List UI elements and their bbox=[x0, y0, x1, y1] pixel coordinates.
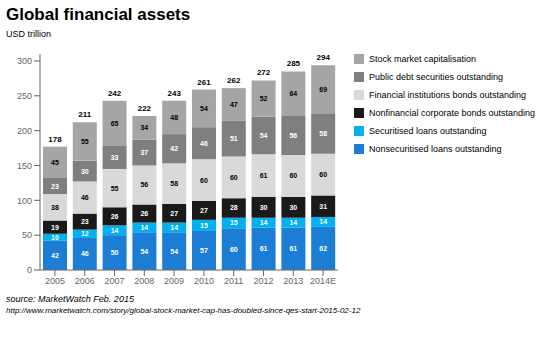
svg-text:14: 14 bbox=[111, 227, 119, 234]
svg-text:14: 14 bbox=[319, 218, 327, 225]
svg-text:30: 30 bbox=[260, 204, 268, 211]
svg-text:211: 211 bbox=[78, 110, 91, 119]
html-text:Global financial assets: Global financial assets bbox=[6, 5, 191, 24]
svg-text:54: 54 bbox=[140, 248, 148, 255]
svg-text:14: 14 bbox=[260, 219, 268, 226]
html-text:Public debt securities outstan: Public debt securities outstanding bbox=[369, 72, 504, 82]
svg-text:34: 34 bbox=[140, 124, 148, 131]
svg-text:2007: 2007 bbox=[104, 276, 124, 286]
svg-text:45: 45 bbox=[51, 159, 59, 166]
html-text:Nonfinancial corporate bonds o: Nonfinancial corporate bonds outstanding bbox=[369, 108, 536, 118]
svg-text:60: 60 bbox=[289, 172, 297, 179]
svg-text:61: 61 bbox=[260, 245, 268, 252]
html-text:Financial institutions bonds o: Financial institutions bonds outstanding bbox=[369, 90, 527, 100]
svg-text:2012: 2012 bbox=[253, 276, 273, 286]
svg-text:0: 0 bbox=[27, 265, 32, 275]
svg-text:65: 65 bbox=[111, 120, 119, 127]
svg-text:150: 150 bbox=[17, 161, 32, 171]
svg-text:55: 55 bbox=[111, 185, 119, 192]
svg-text:28: 28 bbox=[230, 204, 238, 211]
svg-text:14: 14 bbox=[170, 224, 178, 231]
svg-text:69: 69 bbox=[319, 86, 327, 93]
svg-text:46: 46 bbox=[81, 194, 89, 201]
html-text:source: MarketWatch Feb. 2015: source: MarketWatch Feb. 2015 bbox=[6, 294, 134, 304]
svg-text:14: 14 bbox=[140, 224, 148, 231]
svg-text:2014E: 2014E bbox=[310, 276, 336, 286]
svg-text:55: 55 bbox=[81, 138, 89, 145]
svg-text:42: 42 bbox=[170, 145, 178, 152]
svg-text:14: 14 bbox=[289, 219, 297, 226]
svg-text:58: 58 bbox=[319, 130, 327, 137]
svg-text:27: 27 bbox=[200, 207, 208, 214]
svg-text:2006: 2006 bbox=[75, 276, 95, 286]
svg-text:54: 54 bbox=[260, 132, 268, 139]
svg-text:61: 61 bbox=[289, 245, 297, 252]
svg-text:46: 46 bbox=[200, 140, 208, 147]
html-text:Nonsecuritised loans outstandi: Nonsecuritised loans outstanding bbox=[369, 144, 502, 154]
svg-text:2013: 2013 bbox=[283, 276, 303, 286]
svg-text:60: 60 bbox=[319, 171, 327, 178]
svg-text:2005: 2005 bbox=[45, 276, 65, 286]
svg-text:272: 272 bbox=[257, 68, 271, 77]
html-text:Securitised loans outstanding: Securitised loans outstanding bbox=[369, 126, 487, 136]
svg-text:262: 262 bbox=[227, 76, 241, 85]
svg-text:23: 23 bbox=[51, 183, 59, 190]
svg-text:62: 62 bbox=[319, 245, 327, 252]
html-text:Stock market capitalisation: Stock market capitalisation bbox=[369, 54, 476, 64]
svg-text:30: 30 bbox=[289, 204, 297, 211]
svg-text:261: 261 bbox=[197, 78, 211, 87]
svg-text:60: 60 bbox=[200, 177, 208, 184]
svg-text:33: 33 bbox=[111, 154, 119, 161]
svg-text:294: 294 bbox=[317, 53, 331, 62]
svg-text:15: 15 bbox=[230, 219, 238, 226]
svg-text:222: 222 bbox=[138, 104, 152, 113]
svg-text:12: 12 bbox=[81, 230, 89, 237]
svg-text:54: 54 bbox=[170, 248, 178, 255]
html-text:http://www.marketwatch.com/sto: http://www.marketwatch.com/story/global-… bbox=[6, 306, 361, 315]
svg-text:64: 64 bbox=[289, 90, 297, 97]
svg-text:2011: 2011 bbox=[224, 276, 243, 286]
svg-text:60: 60 bbox=[230, 246, 238, 253]
svg-text:47: 47 bbox=[230, 101, 238, 108]
svg-text:300: 300 bbox=[17, 56, 32, 66]
svg-text:30: 30 bbox=[81, 168, 89, 175]
svg-text:2008: 2008 bbox=[134, 276, 154, 286]
svg-text:243: 243 bbox=[168, 89, 182, 98]
svg-text:100: 100 bbox=[17, 196, 32, 206]
svg-text:19: 19 bbox=[51, 224, 59, 231]
svg-text:285: 285 bbox=[287, 59, 301, 68]
svg-text:48: 48 bbox=[170, 114, 178, 121]
svg-text:27: 27 bbox=[170, 210, 178, 217]
svg-text:50: 50 bbox=[22, 230, 32, 240]
svg-text:2010: 2010 bbox=[194, 276, 214, 286]
svg-text:178: 178 bbox=[48, 135, 62, 144]
svg-text:26: 26 bbox=[111, 213, 119, 220]
svg-text:23: 23 bbox=[81, 218, 89, 225]
svg-text:56: 56 bbox=[289, 132, 297, 139]
svg-text:10: 10 bbox=[51, 234, 59, 241]
svg-text:57: 57 bbox=[200, 247, 208, 254]
svg-text:54: 54 bbox=[200, 105, 208, 112]
svg-text:26: 26 bbox=[140, 210, 148, 217]
svg-text:51: 51 bbox=[230, 135, 238, 142]
svg-text:15: 15 bbox=[200, 222, 208, 229]
svg-text:60: 60 bbox=[230, 174, 238, 181]
svg-text:200: 200 bbox=[17, 126, 32, 136]
svg-text:242: 242 bbox=[108, 89, 122, 98]
html-text:USD trillion: USD trillion bbox=[6, 29, 51, 39]
svg-text:56: 56 bbox=[140, 181, 148, 188]
svg-text:58: 58 bbox=[170, 180, 178, 187]
svg-text:52: 52 bbox=[260, 95, 268, 102]
svg-text:46: 46 bbox=[81, 250, 89, 257]
svg-text:42: 42 bbox=[51, 252, 59, 259]
svg-text:37: 37 bbox=[140, 149, 148, 156]
svg-text:31: 31 bbox=[319, 203, 327, 210]
svg-text:2009: 2009 bbox=[164, 276, 184, 286]
svg-text:38: 38 bbox=[51, 204, 59, 211]
svg-text:250: 250 bbox=[17, 91, 32, 101]
svg-text:50: 50 bbox=[111, 249, 119, 256]
svg-text:61: 61 bbox=[260, 172, 268, 179]
